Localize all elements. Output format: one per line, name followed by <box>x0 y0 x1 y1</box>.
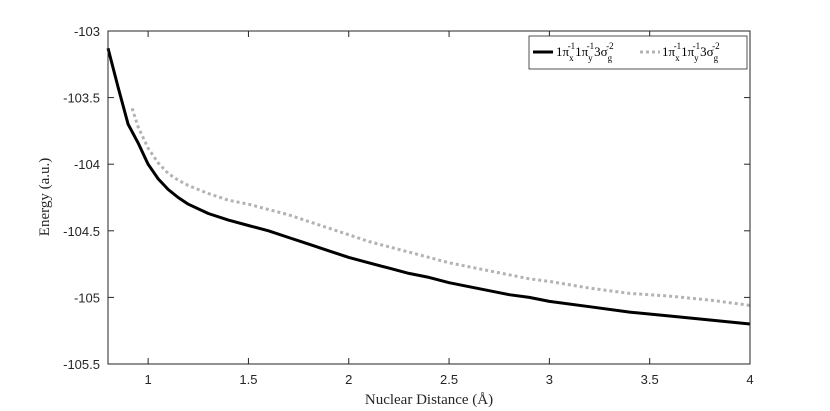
y-tick-label: -103.5 <box>63 91 100 106</box>
legend-entry-2-sub: x <box>675 53 680 63</box>
x-tick-label: 1.5 <box>239 372 257 387</box>
series-layer <box>106 47 751 326</box>
legend-entry-2-sub3: g <box>714 53 719 63</box>
y-tick-label: -105 <box>74 290 100 305</box>
legend-entry-2-base3: 3σ <box>700 44 714 59</box>
legend-entry-1-sup2: -1 <box>587 41 595 51</box>
legend-entry-1-sub3: g <box>608 53 613 63</box>
legend-entry-1-sup3: -2 <box>606 41 614 51</box>
legend-entry-2-sub2: y <box>694 53 699 63</box>
legend-entry-2: 1πx-11πy-13σg-2 <box>662 41 720 63</box>
legend-entry-1-sub: x <box>569 53 574 63</box>
y-tick-label: -103 <box>74 24 100 39</box>
legend-entry-1-base: 1π <box>556 44 570 59</box>
legend-entry-2-sup3: -2 <box>712 41 720 51</box>
x-tick-label: 2.5 <box>440 372 458 387</box>
legend-entry-2-base: 1π <box>662 44 676 59</box>
legend-box <box>528 35 748 70</box>
legend-entry-2-base2: 1π <box>681 44 695 59</box>
plot-area <box>108 31 750 364</box>
x-tick-label: 3 <box>546 372 553 387</box>
legend-entry-1-base2: 1π <box>575 44 589 59</box>
legend-entry-2-sup2: -1 <box>693 41 701 51</box>
y-tick-label: -104 <box>74 157 100 172</box>
plot-frame <box>107 30 751 365</box>
legend-entry-1-base3: 3σ <box>594 44 608 59</box>
legend-entry-1-sup: -1 <box>568 41 576 51</box>
legend: 1πx-11πy-13σg-2 1πx-11πy-13σg-2 <box>528 35 748 70</box>
x-tick-label: 1 <box>145 372 152 387</box>
x-axis-ticks: 1 1.5 2 2.5 3 3.5 4 <box>145 31 754 387</box>
x-tick-label: 2 <box>345 372 352 387</box>
x-tick-label: 4 <box>746 372 753 387</box>
legend-entry-2-sup: -1 <box>674 41 682 51</box>
y-tick-label: -105.5 <box>63 357 100 372</box>
y-axis-ticks: -105.5 -105 -104.5 -104 -103.5 -103 <box>63 24 750 372</box>
series-line-1 <box>106 47 751 326</box>
legend-entry-1-sub2: y <box>588 53 593 63</box>
x-tick-label: 3.5 <box>641 372 659 387</box>
y-axis-title: Energy (a.u.) <box>37 158 53 236</box>
y-tick-label: -104.5 <box>63 224 100 239</box>
series-line-2 <box>130 107 751 307</box>
x-axis-title: Nuclear Distance (Å) <box>365 392 493 408</box>
legend-entry-1: 1πx-11πy-13σg-2 <box>556 41 614 63</box>
